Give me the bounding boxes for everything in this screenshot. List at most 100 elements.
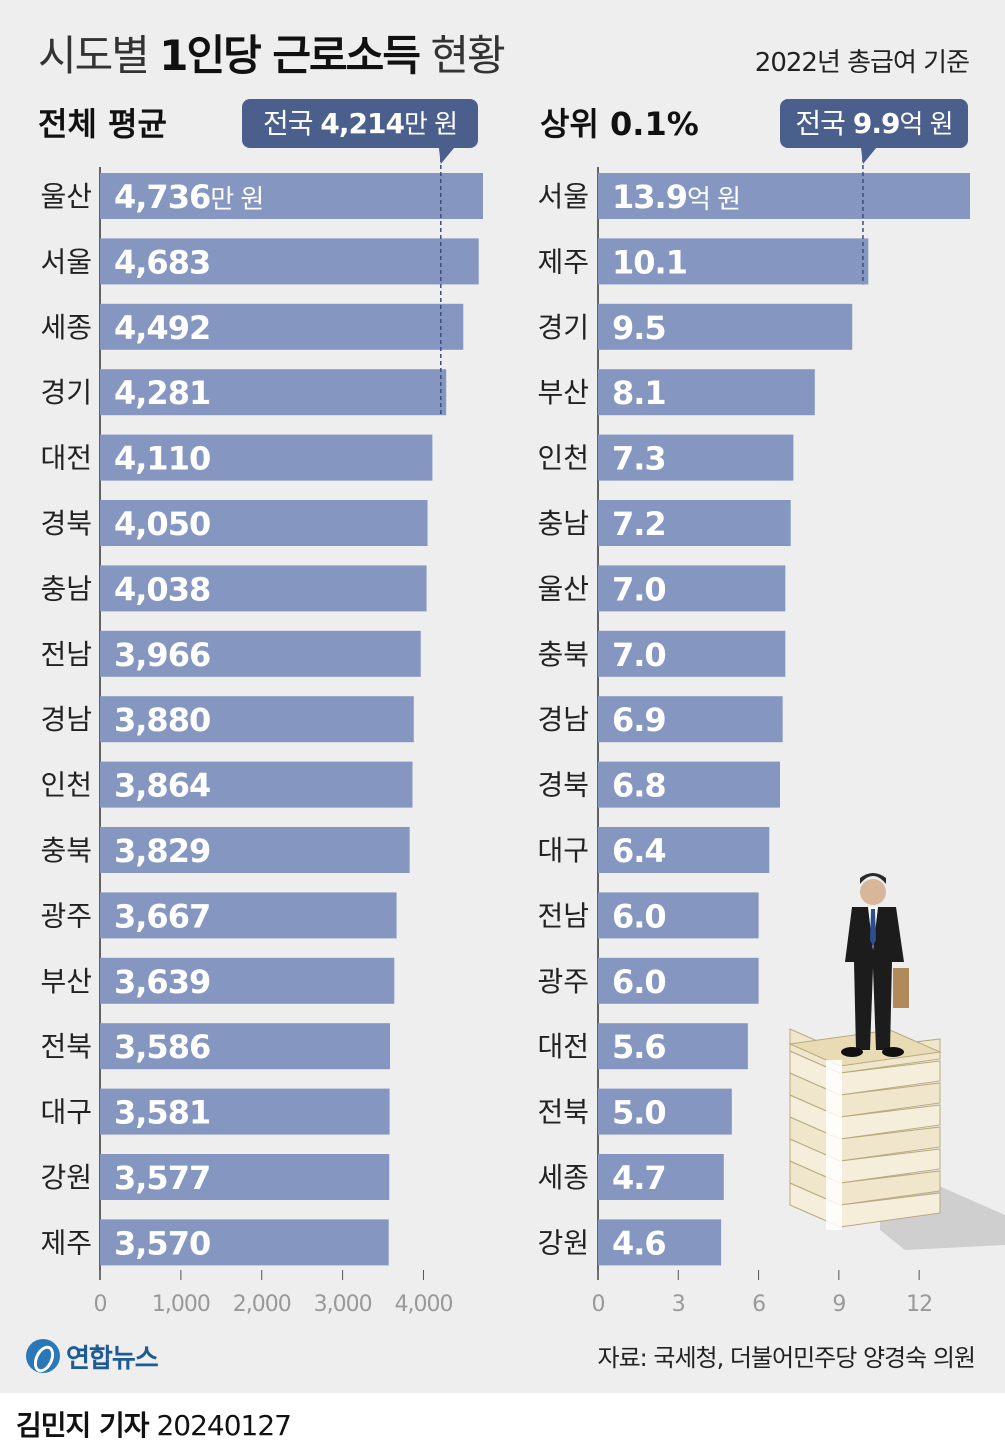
bar-0-3 [100, 369, 447, 416]
category-label-0-6: 충남 [40, 572, 92, 605]
x-tick-label-0-4: 4,000 [394, 1292, 452, 1317]
x-tick-label-0-0: 0 [94, 1292, 107, 1317]
category-label-1-1: 제주 [537, 245, 589, 278]
category-label-0-8: 경남 [40, 703, 92, 736]
bar-0-2 [100, 303, 464, 350]
category-label-0-9: 인천 [40, 769, 92, 802]
value-label-1-3: 8.1 [612, 374, 666, 412]
yonhap-logo: 연합뉴스 [26, 1336, 159, 1376]
yonhap-logo-icon [26, 1339, 60, 1373]
category-label-0-14: 대구 [40, 1096, 92, 1129]
bar-1-7 [598, 630, 786, 677]
national-callout-pointer-0 [438, 147, 455, 164]
category-label-1-6: 울산 [537, 572, 589, 605]
category-label-0-2: 세종 [40, 311, 92, 344]
value-label-1-12: 6.0 [612, 963, 666, 1001]
title-light-suffix: 현황 [430, 31, 505, 80]
man-shoe-left [841, 1047, 863, 1057]
bar-1-2 [598, 303, 853, 350]
bar-1-8 [598, 696, 783, 743]
value-label-0-13: 3,586 [114, 1028, 210, 1066]
bar-0-1 [100, 238, 479, 285]
man-suit [845, 907, 904, 1050]
category-label-0-16: 제주 [40, 1226, 92, 1259]
bar-0-6 [100, 565, 427, 612]
source-note: 자료: 국세청, 더불어민주당 양경숙 의원 [597, 1344, 976, 1372]
value-label-1-11: 6.0 [612, 897, 666, 935]
category-label-1-5: 충남 [537, 507, 589, 540]
category-label-0-4: 대전 [40, 442, 92, 475]
value-label-1-2: 9.5 [612, 309, 666, 347]
businessman-on-money-illustration [788, 873, 1005, 1250]
value-label-0-1: 4,683 [114, 243, 210, 281]
bar-0-5 [100, 500, 428, 546]
value-label-0-4: 4,110 [114, 440, 210, 478]
bar-0-0 [100, 173, 483, 219]
value-label-0-0: 4,736만 원 [114, 178, 263, 216]
publish-date: 20240127 [156, 1409, 292, 1442]
value-label-0-5: 4,050 [114, 505, 210, 543]
bar-0-10 [100, 827, 410, 873]
value-label-1-4: 7.3 [612, 440, 666, 478]
bar-0-4 [100, 434, 433, 481]
x-tick-label-0-3: 3,000 [314, 1292, 372, 1317]
reporter-name: 김민지 기자 [16, 1409, 150, 1442]
category-label-0-5: 경북 [40, 507, 92, 540]
value-label-0-14: 3,581 [114, 1094, 210, 1132]
bar-1-0 [598, 173, 970, 219]
x-tick-label-0-2: 2,000 [233, 1292, 291, 1317]
bar-0-11 [100, 892, 397, 939]
bar-0-7 [100, 630, 421, 677]
basis-note: 2022년 총급여 기준 [754, 48, 970, 78]
category-label-1-2: 경기 [537, 311, 589, 344]
page-title: 시도별 1인당 근로소득 현황 [38, 22, 506, 83]
national-callout-box-0 [242, 99, 478, 148]
value-label-1-8: 6.9 [612, 701, 666, 739]
value-label-1-5: 7.2 [612, 505, 666, 543]
value-label-1-16: 4.6 [612, 1224, 666, 1262]
section-title-0: 전체 평균 [38, 105, 167, 143]
bar-1-9 [598, 761, 780, 808]
title-light: 시도별 [38, 31, 150, 80]
value-label-1-1: 10.1 [612, 243, 687, 281]
bar-1-14 [598, 1088, 732, 1135]
title-bold: 1인당 근로소득 [159, 31, 421, 80]
value-label-0-8: 3,880 [114, 701, 210, 739]
money-band [826, 1060, 842, 1230]
bar-0-12 [100, 957, 395, 1004]
credit-line: 김민지 기자 20240127 [16, 1404, 292, 1444]
category-label-1-3: 부산 [537, 376, 589, 409]
category-label-1-0: 서울 [537, 180, 589, 213]
category-label-0-0: 울산 [40, 180, 92, 213]
bar-0-14 [100, 1088, 390, 1135]
value-label-0-9: 3,864 [114, 767, 210, 805]
value-label-1-9: 6.8 [612, 767, 666, 805]
category-label-1-14: 전북 [537, 1096, 589, 1129]
category-label-0-11: 광주 [40, 899, 92, 932]
bar-1-3 [598, 369, 815, 416]
section-title-1: 상위 0.1% [540, 105, 699, 143]
bar-1-15 [598, 1154, 724, 1200]
man-hair [860, 873, 886, 884]
value-label-1-15: 4.7 [612, 1159, 666, 1197]
bar-1-4 [598, 434, 794, 481]
bar-0-16 [100, 1219, 389, 1266]
bar-0-8 [100, 696, 414, 743]
logo-text: 연합뉴스 [66, 1343, 159, 1374]
value-label-1-0: 13.9억 원 [612, 178, 740, 216]
category-label-1-7: 충북 [537, 638, 589, 671]
x-tick-label-1-1: 3 [672, 1292, 685, 1317]
x-tick-label-1-4: 12 [906, 1292, 932, 1317]
value-label-0-15: 3,577 [114, 1159, 210, 1197]
category-label-1-16: 강원 [537, 1226, 589, 1259]
x-tick-label-1-3: 9 [832, 1292, 845, 1317]
national-callout-box-1 [780, 99, 968, 148]
value-label-0-3: 4,281 [114, 374, 210, 412]
value-label-1-13: 5.6 [612, 1028, 666, 1066]
bar-1-1 [598, 238, 869, 285]
bar-1-10 [598, 827, 770, 873]
category-label-0-12: 부산 [40, 965, 92, 998]
national-callout-text-0: 전국 4,214만 원 [263, 107, 457, 140]
bar-0-15 [100, 1154, 390, 1200]
